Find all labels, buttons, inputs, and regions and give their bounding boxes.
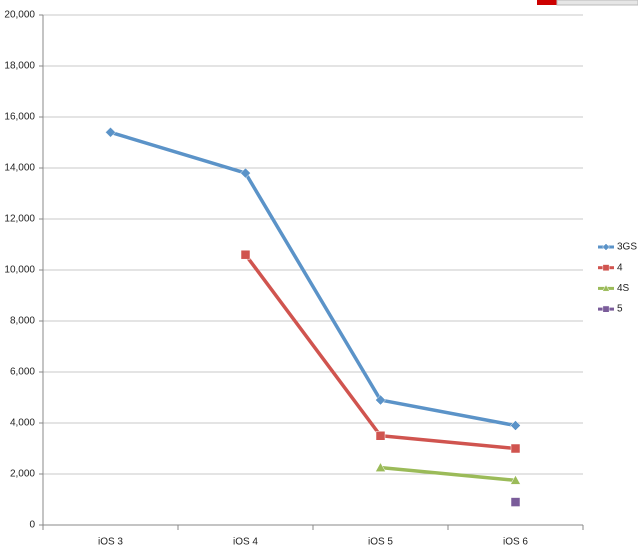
data-point (510, 420, 521, 431)
x-tick-label: iOS 3 (98, 537, 123, 548)
y-tick-label: 6,000 (10, 367, 35, 378)
data-point (510, 443, 521, 454)
legend-swatch-marker (602, 284, 610, 292)
legend-swatch-marker (602, 243, 610, 251)
y-tick-label: 0 (29, 520, 35, 531)
legend-label: 4 (617, 262, 623, 273)
series-line (109, 130, 516, 428)
legend-label: 5 (617, 304, 623, 315)
data-point (375, 462, 386, 472)
legend-swatch-marker (602, 264, 610, 272)
y-tick-label: 20,000 (4, 10, 35, 21)
data-point (240, 167, 251, 179)
x-tick-label: iOS 4 (233, 537, 258, 548)
y-tick-label: 2,000 (10, 469, 35, 480)
legend-swatch-marker (602, 305, 610, 313)
toolbar-button (537, 0, 557, 5)
y-tick-label: 18,000 (4, 61, 35, 72)
data-point (375, 394, 386, 406)
y-tick-label: 12,000 (4, 214, 35, 225)
y-tick-label: 10,000 (4, 265, 35, 276)
toolbar (556, 0, 638, 6)
data-point (105, 126, 116, 138)
x-tick-label: iOS 5 (368, 537, 393, 548)
legend-label: 3GS (617, 242, 637, 253)
x-tick-label: iOS 6 (503, 537, 528, 548)
data-point (375, 431, 386, 441)
y-tick-label: 8,000 (10, 316, 35, 327)
legend-label: 4S (617, 283, 630, 294)
y-tick-label: 4,000 (10, 418, 35, 429)
data-point (240, 249, 251, 260)
data-point (510, 497, 521, 507)
y-tick-label: 16,000 (4, 112, 35, 123)
data-point (510, 474, 521, 485)
y-tick-label: 14,000 (4, 163, 35, 174)
series-line (380, 465, 516, 483)
